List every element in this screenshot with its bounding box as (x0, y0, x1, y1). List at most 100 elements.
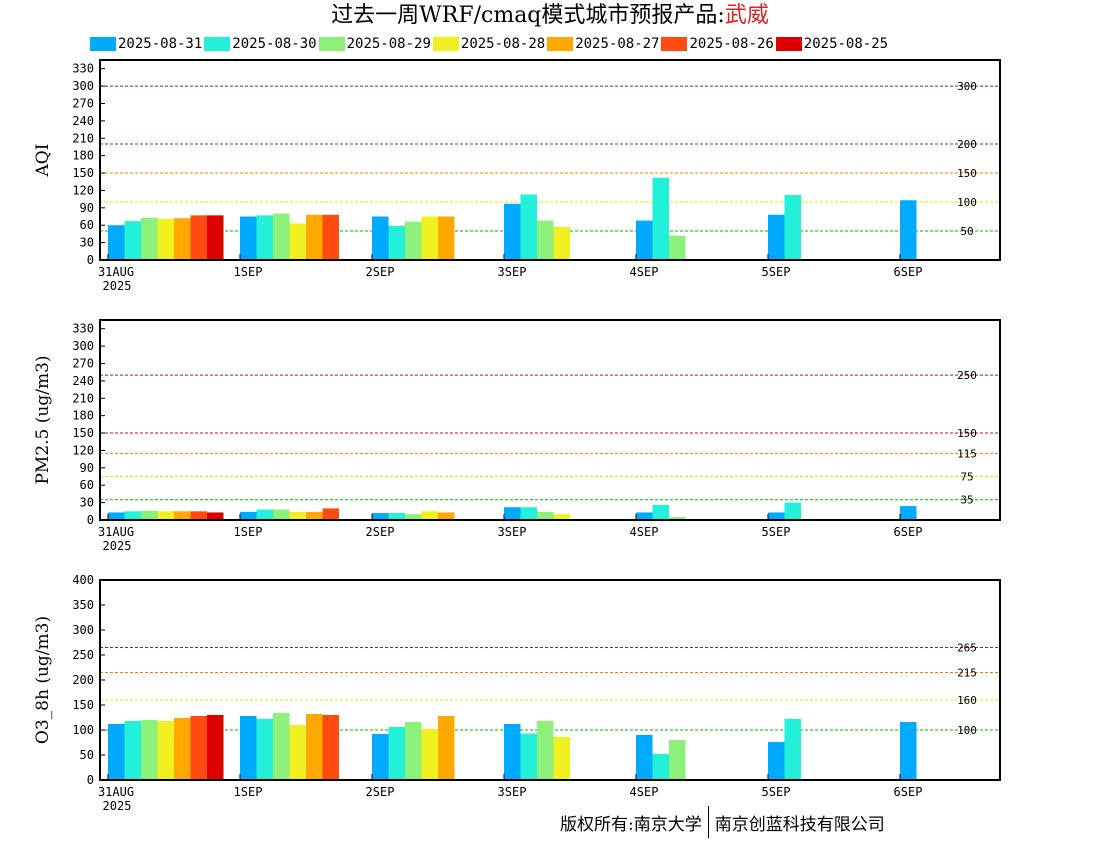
bar (256, 719, 273, 780)
y-tick-label: 150 (72, 426, 94, 440)
bar (157, 218, 174, 260)
y-axis-label: O3_8h (ug/m3) (33, 616, 53, 744)
legend-swatch (432, 37, 459, 51)
bar (207, 512, 224, 520)
legend-swatch (547, 37, 574, 51)
threshold-label: 265 (957, 642, 977, 655)
x-tick-label: 3SEP (498, 265, 527, 279)
bar (190, 716, 207, 780)
legend-label: 2025-08-26 (689, 36, 774, 52)
x-sublabel: 2025 (103, 279, 132, 293)
bar (652, 504, 669, 520)
y-tick-label: 330 (72, 322, 94, 336)
bar (306, 214, 323, 260)
y-tick-label: 250 (72, 648, 94, 662)
bar (322, 508, 339, 520)
y-tick-label: 270 (72, 356, 94, 370)
bar (669, 235, 686, 260)
x-tick-label: 31AUG (98, 265, 134, 279)
y-tick-label: 400 (72, 573, 94, 587)
legend-label: 2025-08-30 (232, 36, 317, 52)
bar (372, 216, 389, 260)
bar (190, 215, 207, 260)
page-title: 过去一周WRF/cmaq模式城市预报产品:武威 (0, 2, 1100, 30)
bar (306, 714, 323, 780)
bar (520, 194, 537, 260)
bar (322, 214, 339, 260)
bar (322, 715, 339, 780)
bar (421, 216, 438, 260)
x-tick-label: 3SEP (498, 525, 527, 539)
bar (537, 220, 554, 260)
y-tick-label: 90 (80, 461, 94, 475)
y-tick-label: 60 (80, 218, 94, 232)
x-tick-label: 6SEP (894, 265, 923, 279)
legend-swatch (775, 37, 802, 51)
bar (553, 226, 570, 260)
bar (141, 720, 158, 780)
bar (289, 511, 306, 520)
bar (768, 214, 785, 260)
legend-label: 2025-08-25 (803, 36, 889, 52)
legend-item: 2025-08-30 (204, 35, 317, 53)
plot-frame (99, 319, 1001, 521)
legend-item: 2025-08-31 (90, 35, 202, 53)
y-axis-label: PM2.5 (ug/m3) (33, 355, 53, 484)
bar (504, 203, 521, 260)
bar (124, 511, 141, 520)
y-tick-label: 100 (72, 723, 94, 737)
bar (504, 724, 521, 780)
y-tick-label: 240 (72, 374, 94, 388)
bar (652, 177, 669, 260)
x-tick-label: 1SEP (234, 265, 263, 279)
bar (372, 513, 389, 520)
bar (405, 221, 422, 260)
bar (504, 507, 521, 520)
bar (784, 502, 801, 520)
legend-label: 2025-08-31 (118, 36, 203, 52)
bar (520, 507, 537, 520)
threshold-label: 200 (957, 138, 977, 151)
footer-company: 南京创蓝科技有限公司 (714, 814, 885, 835)
bar (372, 734, 389, 780)
bar (784, 195, 801, 260)
bar (273, 213, 290, 260)
bar (388, 513, 405, 520)
y-tick-label: 120 (72, 443, 94, 457)
bar (108, 225, 125, 260)
y-tick-label: 60 (80, 478, 94, 492)
y-tick-label: 0 (87, 253, 94, 267)
bar (207, 715, 224, 780)
y-tick-label: 200 (72, 673, 94, 687)
bar (207, 215, 224, 260)
bar (240, 716, 257, 780)
x-tick-label: 5SEP (762, 265, 791, 279)
y-tick-label: 300 (72, 339, 94, 353)
bar (438, 216, 455, 260)
bar (537, 511, 554, 520)
plot-frame (99, 59, 1001, 261)
threshold-label: 250 (957, 369, 977, 382)
bar (537, 721, 554, 780)
y-tick-label: 120 (72, 183, 94, 197)
bar (636, 735, 653, 780)
threshold-label: 300 (957, 80, 977, 93)
x-tick-label: 4SEP (630, 785, 659, 799)
legend-swatch (204, 37, 231, 51)
y-tick-label: 150 (72, 166, 94, 180)
y-tick-label: 0 (87, 773, 94, 787)
bar (124, 221, 141, 260)
legend-item: 2025-08-27 (547, 35, 659, 53)
x-tick-label: 5SEP (762, 525, 791, 539)
bar (669, 740, 686, 780)
bar (108, 512, 125, 520)
x-tick-label: 2SEP (366, 265, 395, 279)
y-tick-label: 0 (87, 513, 94, 527)
title-city: 武威 (724, 3, 769, 28)
footer-copyright: 版权所有:南京大学 (560, 814, 702, 835)
bar (157, 511, 174, 520)
bar (289, 725, 306, 780)
bar (768, 512, 785, 520)
legend-item: 2025-08-26 (661, 35, 774, 53)
y-tick-label: 150 (72, 698, 94, 712)
